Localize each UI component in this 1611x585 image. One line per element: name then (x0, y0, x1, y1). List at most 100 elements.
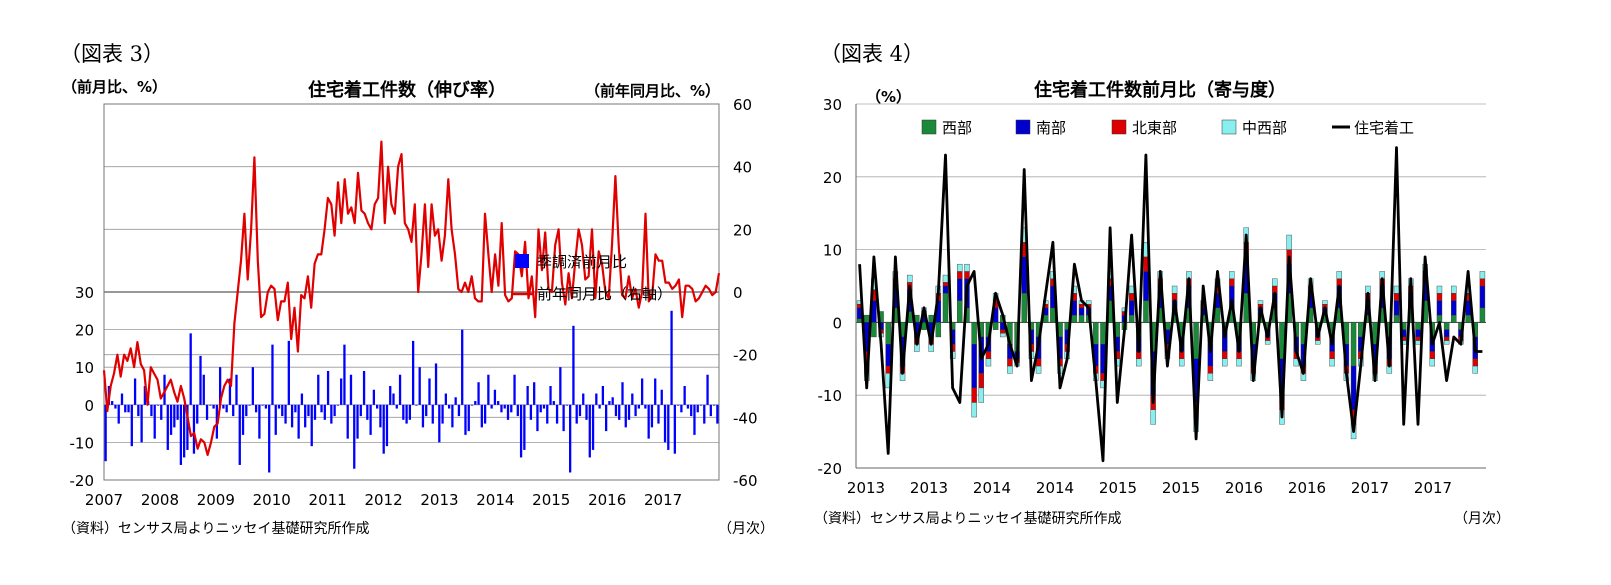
bar (441, 404, 444, 424)
bar (487, 374, 490, 405)
stacked-bar-segment (1078, 304, 1085, 309)
fig4-x-unit: （月次） (1454, 511, 1510, 527)
bar (261, 404, 264, 406)
y-left-tick-label: -20 (70, 472, 95, 490)
bar (696, 404, 699, 413)
bar (140, 404, 143, 443)
x-tick-label: 2017 (644, 491, 682, 509)
stacked-bar-segment (942, 285, 949, 294)
stacked-bar-segment (971, 344, 977, 389)
bar (529, 404, 533, 420)
bar (362, 370, 366, 405)
bar (490, 404, 493, 409)
bar (359, 404, 362, 417)
fig3-title: 住宅着工件数（伸び率） (308, 80, 506, 101)
stacked-bar-segment (1479, 307, 1486, 323)
bar (565, 404, 569, 406)
bar (415, 404, 418, 406)
x-tick-label: 2007 (85, 491, 123, 509)
bar (268, 404, 271, 473)
fig3-label: （図表 3） (60, 42, 165, 66)
bar (663, 404, 667, 443)
bar (647, 404, 650, 439)
bar (372, 389, 376, 405)
bar (676, 404, 680, 406)
stacked-bar-segment (1451, 293, 1457, 301)
stacked-bar-segment (1322, 300, 1328, 305)
bar (438, 404, 441, 443)
y-tick-label: -10 (818, 387, 843, 405)
bar (379, 404, 382, 428)
bar (451, 404, 454, 428)
y-right-tick-label: -20 (733, 347, 758, 365)
stacked-bar-segment (1236, 358, 1242, 367)
x-tick-label: 2015 (532, 491, 570, 509)
stacked-bar-segment (1143, 300, 1149, 323)
bar (523, 404, 526, 450)
bar (604, 404, 608, 432)
stacked-bar-segment (1393, 293, 1400, 301)
bar (683, 386, 686, 405)
y-right-tick-label: 60 (733, 96, 752, 114)
stacked-bar-segment (1078, 314, 1085, 323)
fig3-right-unit: （前年同月比、%） (585, 82, 721, 100)
x-tick-label: 2013 (910, 479, 948, 497)
bar (640, 378, 644, 405)
legend-label: 南部 (1036, 119, 1066, 137)
stacked-bar-segment (1436, 293, 1443, 301)
bar (477, 382, 480, 405)
stacked-bar-segment (1128, 293, 1135, 301)
stacked-bar-segment (1214, 307, 1221, 323)
fig4-source: （資料）センサス局よりニッセイ基礎研究所作成 (814, 511, 1122, 527)
bar (222, 404, 225, 409)
bar (133, 378, 137, 405)
bar (569, 404, 572, 473)
stacked-bar-segment (957, 278, 963, 301)
bar (644, 404, 647, 409)
stacked-bar-segment (1393, 285, 1400, 294)
bar (428, 378, 431, 405)
bar (686, 404, 690, 409)
bar (127, 404, 130, 413)
stacked-bar-segment (1436, 285, 1443, 294)
bar (258, 404, 261, 439)
stacked-bar-segment (1221, 351, 1228, 359)
bar (304, 404, 307, 428)
bar (284, 404, 287, 424)
bar (398, 374, 402, 405)
bar (392, 393, 395, 405)
fig3-left-unit: （前月比、%） (62, 78, 168, 96)
bar (559, 367, 562, 405)
stacked-bar-segment (971, 387, 977, 403)
bar (343, 344, 346, 405)
x-tick-label: 2008 (141, 491, 179, 509)
bar (389, 386, 392, 405)
y-left-tick-label: 0 (84, 397, 94, 415)
bar (143, 386, 147, 405)
bar (637, 404, 640, 409)
bar (578, 404, 582, 417)
bar (493, 389, 497, 405)
stacked-bar-segment (1443, 322, 1450, 330)
stacked-bar-segment (1093, 322, 1099, 345)
stacked-bar-segment (1443, 329, 1450, 338)
stacked-bar-segment (971, 322, 977, 345)
x-tick-label: 2014 (476, 491, 514, 509)
stacked-bar-segment (935, 322, 942, 338)
bar (330, 404, 333, 424)
bar (189, 333, 192, 405)
legend-label: 中西部 (1242, 119, 1287, 137)
bar (369, 404, 372, 435)
bar (591, 404, 595, 450)
bar (169, 404, 173, 435)
stacked-bar-segment (1143, 271, 1149, 301)
stacked-bar-segment (1350, 322, 1357, 367)
x-tick-label: 2014 (1036, 479, 1074, 497)
bar (431, 404, 434, 424)
bar (336, 404, 340, 406)
fig4-left-unit: （%） (866, 88, 912, 106)
bar (650, 404, 654, 428)
y-left-tick-label: -10 (70, 434, 95, 452)
stacked-bar-segment (1221, 358, 1228, 367)
